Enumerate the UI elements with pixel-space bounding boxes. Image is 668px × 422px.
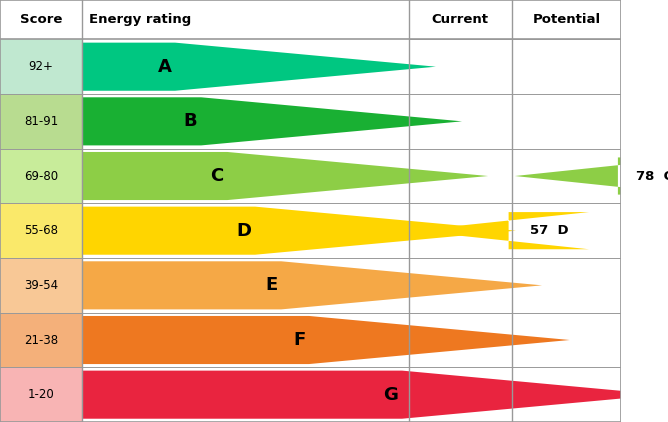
Bar [0, 313, 82, 367]
Bar [0, 0, 621, 39]
Bar [0, 39, 82, 94]
Text: E: E [265, 276, 277, 294]
Text: C: C [210, 167, 224, 185]
Polygon shape [82, 97, 462, 146]
Polygon shape [515, 157, 668, 195]
Text: F: F [293, 331, 305, 349]
Bar [0, 149, 82, 203]
Bar [0, 203, 82, 258]
Bar [0, 367, 82, 422]
Text: G: G [383, 386, 398, 404]
Bar [0, 94, 82, 149]
Text: 21-38: 21-38 [24, 333, 58, 346]
Polygon shape [82, 316, 570, 364]
Text: Score: Score [20, 13, 62, 26]
Text: 39-54: 39-54 [24, 279, 58, 292]
Text: B: B [184, 112, 198, 130]
Text: 69-80: 69-80 [24, 170, 58, 183]
Polygon shape [82, 371, 663, 419]
Text: 55-68: 55-68 [24, 224, 58, 237]
Text: Current: Current [432, 13, 489, 26]
Polygon shape [82, 261, 542, 309]
Bar [0, 258, 82, 313]
Text: 92+: 92+ [29, 60, 53, 73]
Polygon shape [411, 212, 589, 249]
Text: A: A [158, 58, 171, 76]
Text: Energy rating: Energy rating [90, 13, 192, 26]
Text: D: D [236, 222, 251, 240]
Polygon shape [82, 207, 516, 255]
Text: 78  C: 78 C [637, 170, 668, 183]
Text: 57  D: 57 D [530, 224, 568, 237]
Text: 1-20: 1-20 [27, 388, 54, 401]
Polygon shape [82, 43, 436, 91]
Text: Potential: Potential [532, 13, 601, 26]
Text: 81-91: 81-91 [24, 115, 58, 128]
Polygon shape [82, 152, 488, 200]
